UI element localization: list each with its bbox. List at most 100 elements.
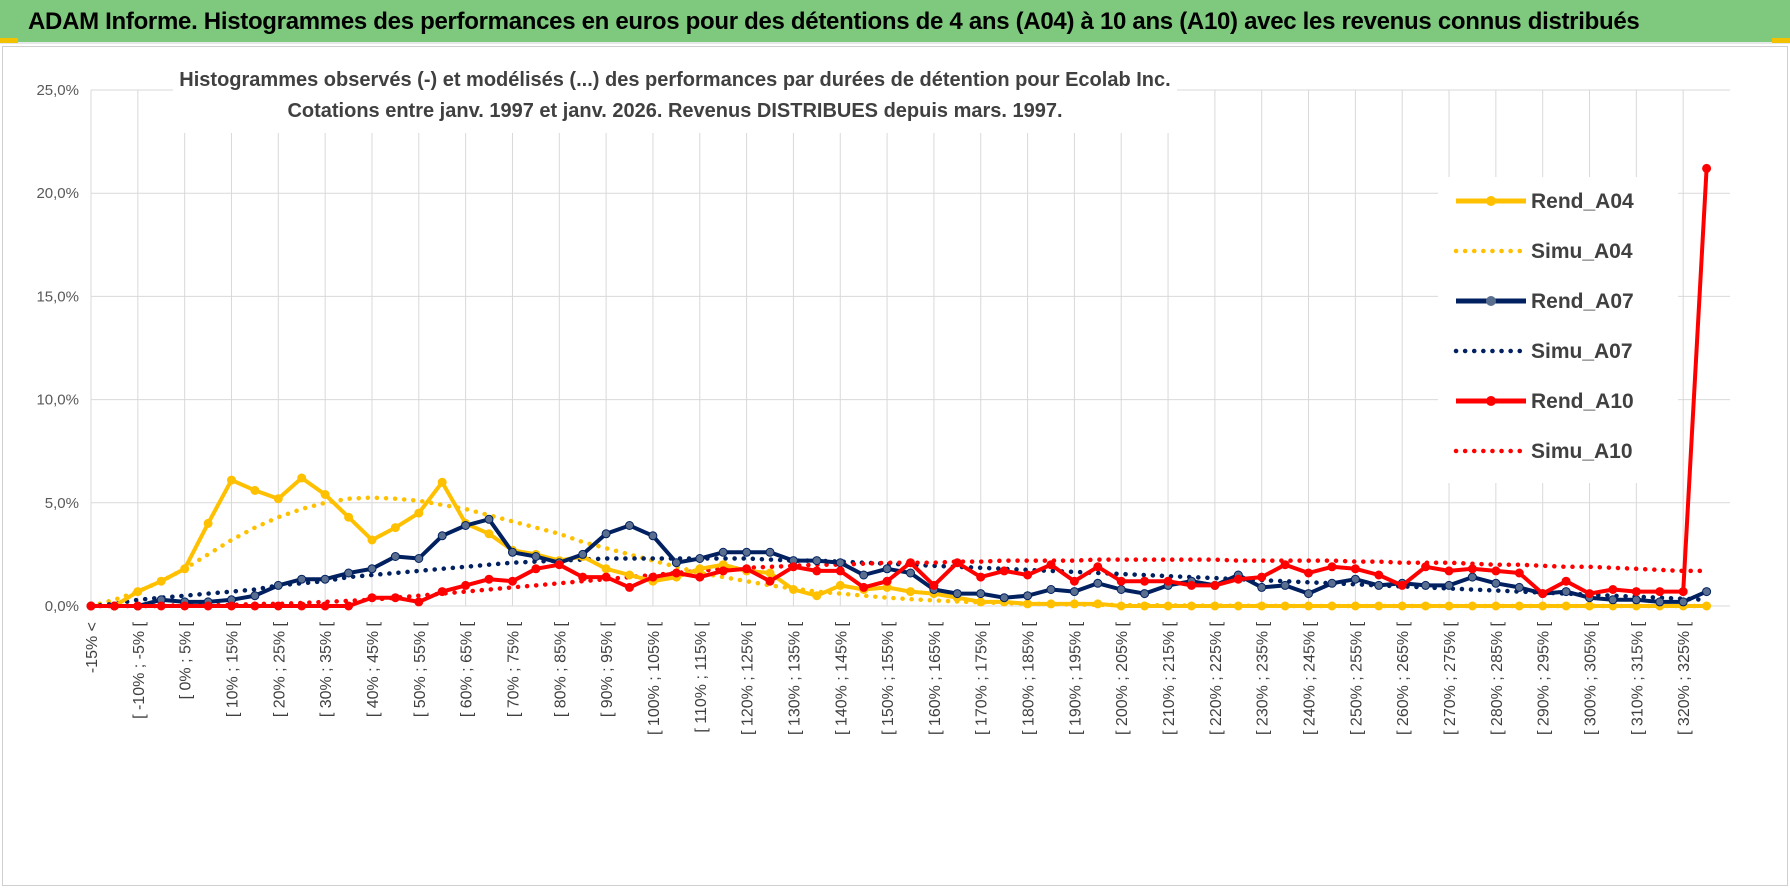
data-point-rend_a10 bbox=[765, 576, 775, 586]
data-point-rend_a04 bbox=[1467, 601, 1477, 611]
x-tick-label: [ 240% ; 245% [ bbox=[1302, 621, 1319, 735]
y-tick-label: 25,0% bbox=[36, 82, 79, 99]
x-tick-label: [ 80% ; 85% [ bbox=[552, 621, 569, 717]
data-point-rend_a10 bbox=[742, 564, 752, 574]
x-tick-label: -15% < bbox=[84, 622, 101, 673]
data-point-rend_a10 bbox=[1187, 580, 1196, 590]
data-point-rend_a04 bbox=[1397, 601, 1407, 611]
data-point-rend_a07 bbox=[1374, 580, 1384, 590]
data-point-rend_a10 bbox=[1163, 576, 1173, 586]
data-point-rend_a07 bbox=[531, 552, 541, 561]
legend-marker bbox=[1486, 296, 1496, 306]
x-tick-label: [ 280% ; 285% [ bbox=[1489, 621, 1506, 735]
data-point-rend_a10 bbox=[250, 601, 260, 611]
data-point-rend_a04 bbox=[390, 523, 400, 533]
data-point-rend_a07 bbox=[344, 568, 354, 578]
data-point-rend_a07 bbox=[1467, 572, 1477, 582]
y-tick-label: 0,0% bbox=[45, 598, 79, 615]
x-tick-label: [ -10% ; -5% [ bbox=[131, 621, 148, 718]
data-point-rend_a10 bbox=[1046, 560, 1056, 570]
data-point-rend_a07 bbox=[1257, 582, 1267, 592]
x-tick-label: [ 50% ; 55% [ bbox=[412, 621, 429, 717]
data-point-rend_a04 bbox=[906, 587, 915, 597]
x-tick-label: [ 120% ; 125% [ bbox=[740, 621, 757, 735]
data-point-rend_a04 bbox=[1561, 601, 1571, 611]
x-tick-label: [ 0% ; 5% [ bbox=[178, 621, 195, 699]
data-point-rend_a04 bbox=[1280, 601, 1290, 611]
data-point-rend_a07 bbox=[859, 570, 869, 580]
histogram-chart: 0,0% 5,0% 10,0% 15,0% 20,0% 25,0% -15% < [ -10… bbox=[36, 61, 1730, 735]
x-tick-label: [ 20% ; 25% [ bbox=[271, 621, 288, 717]
data-point-rend_a10 bbox=[906, 558, 915, 568]
data-point-rend_a10 bbox=[1233, 574, 1243, 584]
corner-accent-left bbox=[0, 38, 18, 43]
data-point-rend_a07 bbox=[1023, 591, 1033, 601]
data-point-rend_a10 bbox=[1374, 570, 1384, 580]
data-point-rend_a04 bbox=[695, 564, 705, 574]
data-point-rend_a07 bbox=[1608, 595, 1618, 605]
data-point-rend_a10 bbox=[601, 572, 611, 582]
chart-title: Histogrammes observés (-) et modélisés (… bbox=[179, 69, 1170, 91]
data-point-rend_a07 bbox=[1421, 580, 1431, 590]
data-point-rend_a04 bbox=[1350, 601, 1360, 611]
data-point-rend_a10 bbox=[952, 558, 962, 568]
data-point-rend_a04 bbox=[1444, 601, 1454, 611]
data-point-rend_a04 bbox=[1163, 601, 1173, 611]
data-point-rend_a07 bbox=[250, 591, 260, 601]
y-tick-label: 5,0% bbox=[45, 495, 79, 512]
x-tick-label: [ 180% ; 185% [ bbox=[1021, 621, 1038, 735]
data-point-rend_a10 bbox=[1655, 587, 1665, 597]
legend-label-rend_a07: Rend_A07 bbox=[1531, 290, 1634, 313]
data-point-rend_a04 bbox=[250, 485, 260, 495]
data-point-rend_a07 bbox=[1655, 597, 1665, 607]
x-tick-label: [ 230% ; 235% [ bbox=[1255, 621, 1272, 735]
data-point-rend_a04 bbox=[1538, 601, 1548, 611]
data-point-rend_a10 bbox=[671, 568, 681, 578]
data-point-rend_a10 bbox=[227, 601, 236, 611]
x-tick-label: [ 170% ; 175% [ bbox=[974, 621, 991, 735]
x-tick-label: [ 150% ; 155% [ bbox=[880, 621, 897, 735]
legend-background bbox=[1438, 177, 1678, 483]
data-point-rend_a07 bbox=[882, 564, 892, 574]
chart-subtitle: Cotations entre janv. 1997 et janv. 2026… bbox=[287, 100, 1062, 122]
x-tick-label: [ 140% ; 145% [ bbox=[833, 621, 850, 735]
legend-label-simu_a07: Simu_A07 bbox=[1531, 340, 1633, 363]
y-axis-ticks: 0,0% 5,0% 10,0% 15,0% 20,0% 25,0% bbox=[36, 82, 79, 615]
series-line-rend_a10 bbox=[91, 168, 1709, 608]
title-background bbox=[173, 61, 1177, 133]
data-point-rend_a07 bbox=[1327, 578, 1337, 588]
data-point-rend_a10 bbox=[999, 566, 1009, 576]
data-point-rend_a10 bbox=[578, 572, 588, 582]
series-line-simu_a10 bbox=[88, 557, 1709, 609]
data-point-rend_a04 bbox=[601, 564, 611, 574]
data-point-rend_a07 bbox=[461, 521, 471, 530]
data-point-rend_a07 bbox=[999, 593, 1009, 603]
data-point-rend_a04 bbox=[1702, 601, 1712, 611]
data-point-rend_a10 bbox=[1116, 576, 1126, 586]
data-point-rend_a10 bbox=[109, 601, 119, 611]
x-tick-label: [ 200% ; 205% [ bbox=[1114, 621, 1131, 735]
data-point-rend_a04 bbox=[133, 587, 143, 597]
data-point-rend_a10 bbox=[1702, 163, 1712, 173]
data-point-rend_a07 bbox=[718, 547, 728, 557]
data-point-rend_a10 bbox=[531, 564, 541, 574]
data-point-rend_a07 bbox=[1116, 585, 1126, 594]
data-point-rend_a10 bbox=[812, 566, 822, 576]
data-point-rend_a10 bbox=[976, 572, 986, 582]
data-point-rend_a10 bbox=[1491, 566, 1501, 576]
series-line-rend_a04 bbox=[91, 476, 1707, 608]
data-point-rend_a04 bbox=[1514, 601, 1524, 611]
data-point-rend_a07 bbox=[648, 531, 658, 541]
data-point-rend_a04 bbox=[1233, 601, 1243, 611]
data-point-rend_a10 bbox=[695, 572, 705, 582]
data-point-rend_a04 bbox=[765, 568, 775, 578]
x-tick-label: [ 110% ; 115% [ bbox=[693, 621, 710, 732]
x-tick-label: [ 320% ; 325% [ bbox=[1676, 621, 1693, 735]
x-tick-label: [ 60% ; 65% [ bbox=[459, 621, 476, 717]
x-tick-label: [ 30% ; 35% [ bbox=[318, 621, 335, 717]
data-point-rend_a04 bbox=[156, 576, 166, 586]
data-point-rend_a04 bbox=[1093, 599, 1103, 609]
data-point-rend_a04 bbox=[1421, 601, 1431, 611]
data-point-rend_a04 bbox=[1023, 599, 1033, 609]
data-point-rend_a10 bbox=[156, 601, 166, 611]
